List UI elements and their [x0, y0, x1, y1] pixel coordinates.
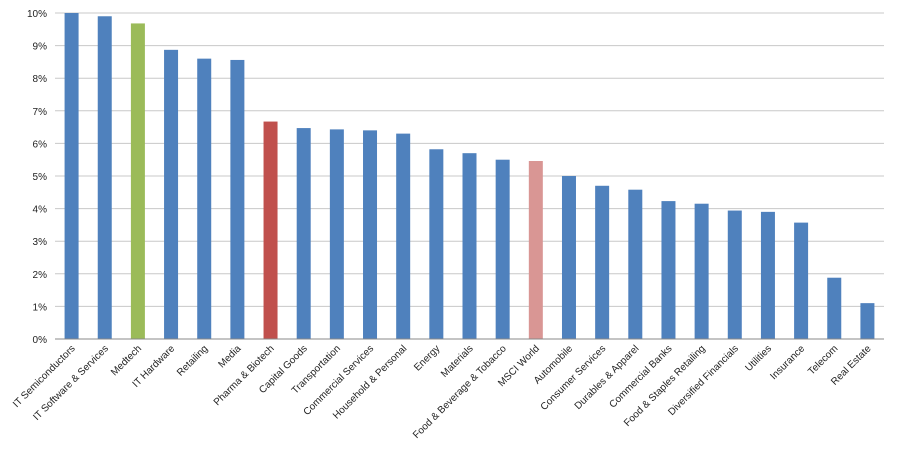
bar-durables-apparel: [628, 189, 643, 339]
bar-media: [230, 59, 245, 339]
bar-pharma-biotech: [263, 121, 278, 339]
x-tick-label: Utilities: [743, 343, 774, 374]
bar-it-hardware: [164, 49, 179, 339]
y-tick-label: 7%: [33, 107, 48, 118]
y-tick-label: 3%: [33, 237, 48, 248]
bar-it-semiconductors: [64, 13, 79, 339]
y-tick-label: 2%: [33, 270, 48, 281]
bar-household-personal: [396, 133, 411, 339]
y-tick-label: 10%: [27, 9, 47, 20]
y-tick-label: 5%: [33, 172, 48, 183]
bar-commercial-banks: [661, 201, 676, 339]
bar-transportation: [329, 129, 344, 339]
bars: [64, 13, 875, 339]
x-tick-label: Retailing: [175, 343, 210, 378]
bar-utilities: [760, 211, 775, 339]
x-tick-label: Pharma & Biotech: [212, 343, 277, 408]
bar-it-software-services: [97, 16, 112, 339]
bar-food-beverage-tobacco: [495, 159, 510, 339]
bar-automobile: [561, 176, 576, 339]
bar-capital-goods: [296, 128, 311, 339]
x-tick-label: Media: [216, 343, 243, 370]
bar-msci-world: [528, 161, 543, 339]
bar-diversified-financials: [727, 210, 742, 339]
x-tick-label: Commercial Banks: [607, 343, 674, 410]
x-tick-label: Insurance: [768, 343, 807, 382]
y-tick-label: 9%: [33, 42, 48, 53]
x-tick-label: IT Semiconductors: [11, 343, 78, 410]
bar-energy: [429, 149, 444, 339]
bar-materials: [462, 153, 477, 339]
y-tick-label: 6%: [33, 139, 48, 150]
bar-medtech: [130, 23, 145, 339]
y-tick-label: 4%: [33, 205, 48, 216]
bar-real-estate: [860, 303, 875, 339]
x-tick-label: Energy: [412, 343, 442, 373]
x-tick-label: Telecom: [806, 343, 840, 377]
bar-food-staples-retailing: [694, 203, 709, 339]
bar-retailing: [197, 58, 212, 339]
bar-telecom: [827, 277, 842, 339]
y-tick-label: 8%: [33, 74, 48, 85]
bar-commercial-services: [363, 130, 378, 339]
bar-consumer-services: [595, 185, 610, 339]
bar-insurance: [794, 222, 809, 339]
y-tick-label: 1%: [33, 302, 48, 313]
y-axis-tick-labels: 0% 1% 2% 3% 4% 5% 6% 7% 8% 9% 10%: [27, 9, 47, 346]
y-tick-label: 0%: [33, 335, 48, 346]
